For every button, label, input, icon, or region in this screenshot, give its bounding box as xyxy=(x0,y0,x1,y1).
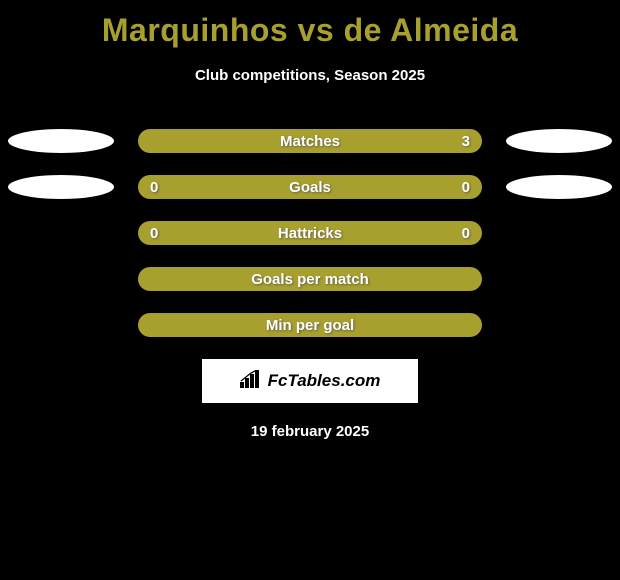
stat-row-min-per-goal: Min per goal xyxy=(0,313,620,337)
brand-badge: FcTables.com xyxy=(202,359,418,403)
stat-right-value: 0 xyxy=(462,179,470,196)
stat-bar: Matches 3 xyxy=(138,129,482,153)
stat-bar: 0 Hattricks 0 xyxy=(138,221,482,245)
page-subtitle: Club competitions, Season 2025 xyxy=(0,67,620,84)
left-indicator-ellipse xyxy=(8,129,114,153)
stat-bar: Min per goal xyxy=(138,313,482,337)
footer-date: 19 february 2025 xyxy=(0,423,620,440)
stat-label: Goals xyxy=(289,179,331,196)
stat-label: Min per goal xyxy=(266,317,354,334)
stat-row-goals: 0 Goals 0 xyxy=(0,175,620,199)
bar-chart-icon xyxy=(240,370,262,393)
stat-bar: 0 Goals 0 xyxy=(138,175,482,199)
page-title: Marquinhos vs de Almeida xyxy=(0,0,620,49)
stat-left-value: 0 xyxy=(150,225,158,242)
stat-right-value: 0 xyxy=(462,225,470,242)
right-indicator-ellipse xyxy=(506,129,612,153)
right-indicator-ellipse xyxy=(506,175,612,199)
stat-label: Hattricks xyxy=(278,225,342,242)
stat-right-value: 3 xyxy=(462,133,470,150)
left-indicator-ellipse xyxy=(8,175,114,199)
stat-label: Goals per match xyxy=(251,271,369,288)
stat-bar: Goals per match xyxy=(138,267,482,291)
brand-text: FcTables.com xyxy=(268,371,381,391)
stat-label: Matches xyxy=(280,133,340,150)
stat-row-goals-per-match: Goals per match xyxy=(0,267,620,291)
stat-row-matches: Matches 3 xyxy=(0,129,620,153)
comparison-chart: Matches 3 0 Goals 0 0 Hattricks 0 Goals … xyxy=(0,129,620,337)
stat-row-hattricks: 0 Hattricks 0 xyxy=(0,221,620,245)
stat-left-value: 0 xyxy=(150,179,158,196)
